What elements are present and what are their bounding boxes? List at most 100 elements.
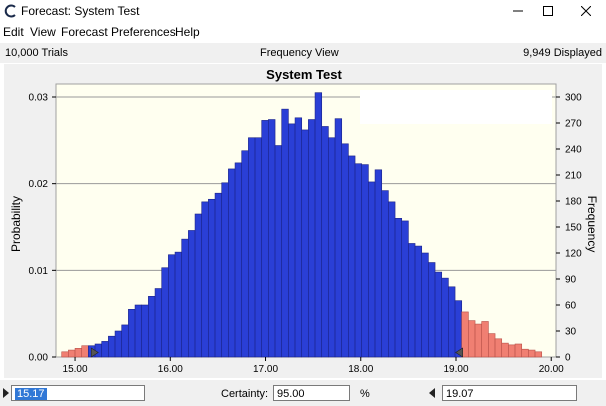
- histogram-bar: [188, 230, 196, 358]
- histogram-bar: [428, 262, 436, 358]
- left-grabber-icon[interactable]: [3, 388, 9, 398]
- histogram-bar: [334, 118, 343, 358]
- x-tick-label: 17.00: [253, 364, 278, 375]
- histogram-bars: [61, 92, 543, 358]
- histogram-bar: [454, 300, 463, 358]
- certainty-label: Certainty:: [221, 388, 269, 400]
- y2-axis-label: Frequency: [585, 196, 599, 253]
- histogram-bar: [128, 309, 136, 358]
- percent-sign: %: [360, 388, 370, 400]
- histogram-bar: [401, 220, 409, 358]
- minimize-button[interactable]: [498, 0, 538, 22]
- histogram-bar: [74, 348, 83, 358]
- histogram-bar: [494, 338, 503, 358]
- histogram-bar: [94, 343, 103, 358]
- histogram-bar: [208, 198, 216, 358]
- histogram-bar: [194, 213, 203, 358]
- histogram-bar: [381, 190, 389, 358]
- histogram-bar: [161, 267, 169, 358]
- right-grabber-icon[interactable]: [429, 388, 435, 398]
- upper-marker-icon[interactable]: [455, 347, 463, 358]
- histogram-bar: [341, 143, 349, 358]
- chart-panel: 0.00 0.01 0.02 0.03 0 30 60 90 120 150 180 210 240 2…: [4, 64, 602, 378]
- y2-tick-label: 60: [565, 301, 577, 312]
- lower-marker-icon[interactable]: [90, 347, 99, 358]
- histogram-bar: [488, 333, 496, 358]
- certainty-bar: 15.17 Certainty: 95.00 % 19.07: [0, 380, 606, 406]
- y-axis-probability: 0.00 0.01 0.02 0.03: [29, 93, 56, 364]
- histogram-bar: [114, 330, 123, 358]
- histogram-bar: [228, 168, 236, 358]
- close-button[interactable]: [566, 0, 606, 22]
- view-mode[interactable]: Frequency View: [260, 47, 339, 59]
- histogram-bar: [414, 245, 423, 358]
- histogram-bar: [521, 348, 529, 358]
- window-title: Forecast: System Test: [21, 4, 140, 18]
- y2-tick-label: 270: [565, 119, 582, 130]
- y2-tick-label: 90: [565, 275, 577, 286]
- menu-forecast[interactable]: Forecast: [61, 25, 108, 39]
- histogram-bar: [301, 129, 309, 358]
- y2-tick-label: 120: [565, 249, 582, 260]
- lower-value-text: 15.17: [15, 388, 47, 400]
- app-icon: [4, 4, 16, 18]
- histogram-bar: [474, 323, 483, 358]
- certainty-markers[interactable]: [90, 347, 463, 358]
- histogram-bar: [534, 351, 543, 358]
- menu-edit[interactable]: Edit: [3, 25, 24, 39]
- histogram-bar: [348, 155, 356, 358]
- histogram-bar: [81, 345, 89, 358]
- y-tick-label: 0.01: [29, 266, 49, 277]
- histogram-bar: [374, 169, 383, 358]
- y-axis-frequency: 0 30 60 90 120 150 180 210 240 270 300: [556, 93, 582, 364]
- histogram-bar: [261, 120, 269, 358]
- histogram-bar: [241, 150, 249, 358]
- histogram-bar: [394, 218, 403, 358]
- histogram-bar: [434, 271, 443, 358]
- frequency-chart: 0.00 0.01 0.02 0.03 0 30 60 90 120 150 180 210 240 2…: [9, 67, 599, 375]
- histogram-bar: [121, 324, 129, 358]
- maximize-button[interactable]: [528, 0, 568, 22]
- maximize-icon: [543, 6, 553, 16]
- histogram-bar: [234, 162, 243, 358]
- histogram-bar: [101, 341, 109, 358]
- x-tick-label: 20.00: [539, 364, 564, 375]
- menu-preferences[interactable]: Preferences: [111, 25, 176, 39]
- histogram-bar: [201, 201, 209, 358]
- histogram-bar: [214, 192, 223, 358]
- certainty-field[interactable]: 95.00: [273, 385, 350, 401]
- upper-value-field[interactable]: 19.07: [442, 385, 577, 401]
- chart-title: System Test: [266, 67, 342, 82]
- y-tick-label: 0.00: [29, 353, 49, 364]
- menu-view[interactable]: View: [30, 25, 56, 39]
- histogram-bar: [268, 119, 276, 358]
- histogram-bar: [154, 288, 163, 358]
- histogram-bar: [514, 343, 523, 358]
- minimize-icon: [513, 10, 523, 12]
- histogram-bar: [468, 320, 476, 358]
- histogram-bar: [61, 351, 69, 358]
- y2-tick-label: 30: [565, 327, 577, 338]
- x-tick-label: 16.00: [158, 364, 183, 375]
- lower-value-field[interactable]: 15.17: [11, 385, 145, 401]
- histogram-bar: [221, 182, 229, 358]
- histogram-bar: [508, 344, 516, 358]
- histogram-bar: [288, 123, 296, 358]
- histogram-bar: [281, 108, 289, 358]
- histogram-bar: [441, 277, 449, 358]
- y2-tick-label: 300: [565, 93, 582, 104]
- histogram-bar: [481, 321, 489, 358]
- menu-help[interactable]: Help: [175, 25, 200, 39]
- histogram-bar: [68, 349, 76, 358]
- title-bar: Forecast: System Test: [0, 0, 606, 22]
- y-tick-label: 0.02: [29, 179, 49, 190]
- x-tick-label: 18.00: [348, 364, 373, 375]
- close-icon: [581, 6, 591, 16]
- histogram-bar: [314, 92, 323, 358]
- histogram-bar: [388, 201, 396, 358]
- histogram-bar: [108, 335, 116, 358]
- displayed-count: 9,949 Displayed: [523, 47, 602, 59]
- histogram-bar: [448, 286, 456, 358]
- blank-box: [360, 90, 552, 124]
- histogram-bar: [321, 126, 329, 358]
